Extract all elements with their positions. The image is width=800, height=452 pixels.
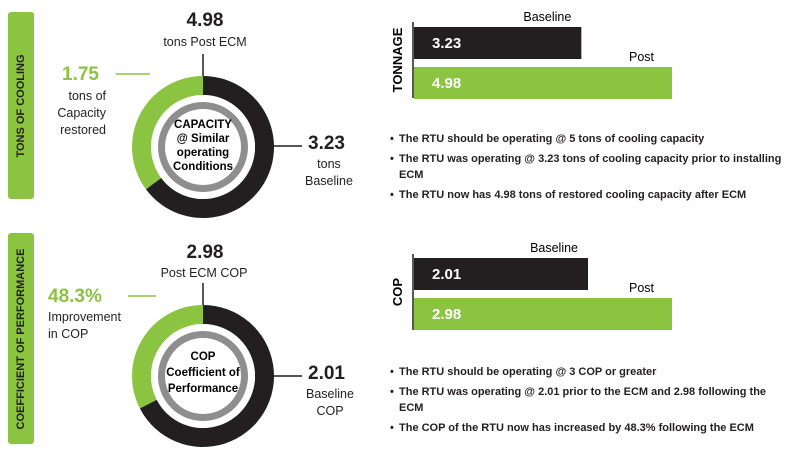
donut-center — [165, 109, 241, 185]
bar-value-label: 2.98 — [432, 306, 461, 323]
capacity-baseline-label: tons Baseline — [305, 157, 353, 188]
capacity-baseline-value: 3.23 — [308, 133, 345, 154]
donut-slice-capacity-restored — [132, 76, 203, 190]
bar-value-label: 2.01 — [432, 266, 461, 283]
bar-value-label: 3.23 — [432, 35, 461, 52]
donut-slice-improvement — [131, 305, 203, 409]
capacity-restored-value: 1.75 — [62, 64, 99, 85]
cop-improvement-label: Improvement in COP — [48, 310, 121, 341]
capacity-post-label: tons Post ECM — [163, 35, 247, 49]
capacity-bullet: The RTU now has 4.98 tons of restored co… — [390, 187, 790, 203]
bar-baseline — [414, 27, 582, 59]
cop-post-value: 2.98 — [186, 242, 224, 263]
tonnage-axis-label: TONNAGE — [390, 27, 405, 92]
capacity-bullet: The RTU was operating @ 3.23 tons of coo… — [390, 151, 790, 183]
bar-baseline — [414, 258, 589, 290]
cop-baseline-value: 2.01 — [308, 363, 345, 384]
cop-bullet: The COP of the RTU now has increased by … — [390, 420, 790, 436]
capacity-center-line: operating — [177, 147, 229, 159]
capacity-center-line: @ Similar — [177, 133, 230, 145]
cop-baseline-label: Baseline COP — [306, 387, 354, 418]
tons-of-cooling-tab: TONS OF COOLING — [8, 12, 34, 199]
bar-post — [414, 298, 672, 330]
cop-center-line: COP — [191, 351, 216, 363]
cop-center-line: Coefficient of — [166, 367, 240, 379]
capacity-bullet-list: The RTU should be operating @ 5 tons of … — [390, 131, 790, 207]
bar-category-label: Post — [629, 50, 655, 64]
cop-center-line: Performance — [168, 383, 238, 395]
bar-category-label: Baseline — [523, 10, 571, 24]
coefficient-of-performance-tab: COEFFICIENT OF PERFORMANCE — [8, 233, 34, 444]
capacity-center-line: Conditions — [173, 161, 233, 173]
bar-category-label: Baseline — [530, 241, 578, 255]
capacity-post-value: 4.98 — [186, 10, 224, 31]
bar-post — [414, 67, 672, 99]
donut-center — [165, 338, 241, 414]
cop-post-label: Post ECM COP — [160, 266, 248, 280]
cop-bullet: The RTU was operating @ 2.01 prior to th… — [390, 384, 790, 416]
bar-value-label: 4.98 — [432, 75, 461, 92]
cop-improvement-value: 48.3% — [48, 286, 102, 307]
capacity-restored-label: tons of Capacity restored — [57, 89, 106, 137]
cop-axis-label: COP — [390, 278, 405, 307]
capacity-center-line: CAPACITY — [174, 119, 232, 131]
capacity-bullet: The RTU should be operating @ 5 tons of … — [390, 131, 790, 147]
bar-category-label: Post — [629, 281, 655, 295]
cop-bullet-list: The RTU should be operating @ 3 COP or g… — [390, 364, 790, 440]
cop-bullet: The RTU should be operating @ 3 COP or g… — [390, 364, 790, 380]
donut-slice-baseline — [145, 76, 274, 218]
